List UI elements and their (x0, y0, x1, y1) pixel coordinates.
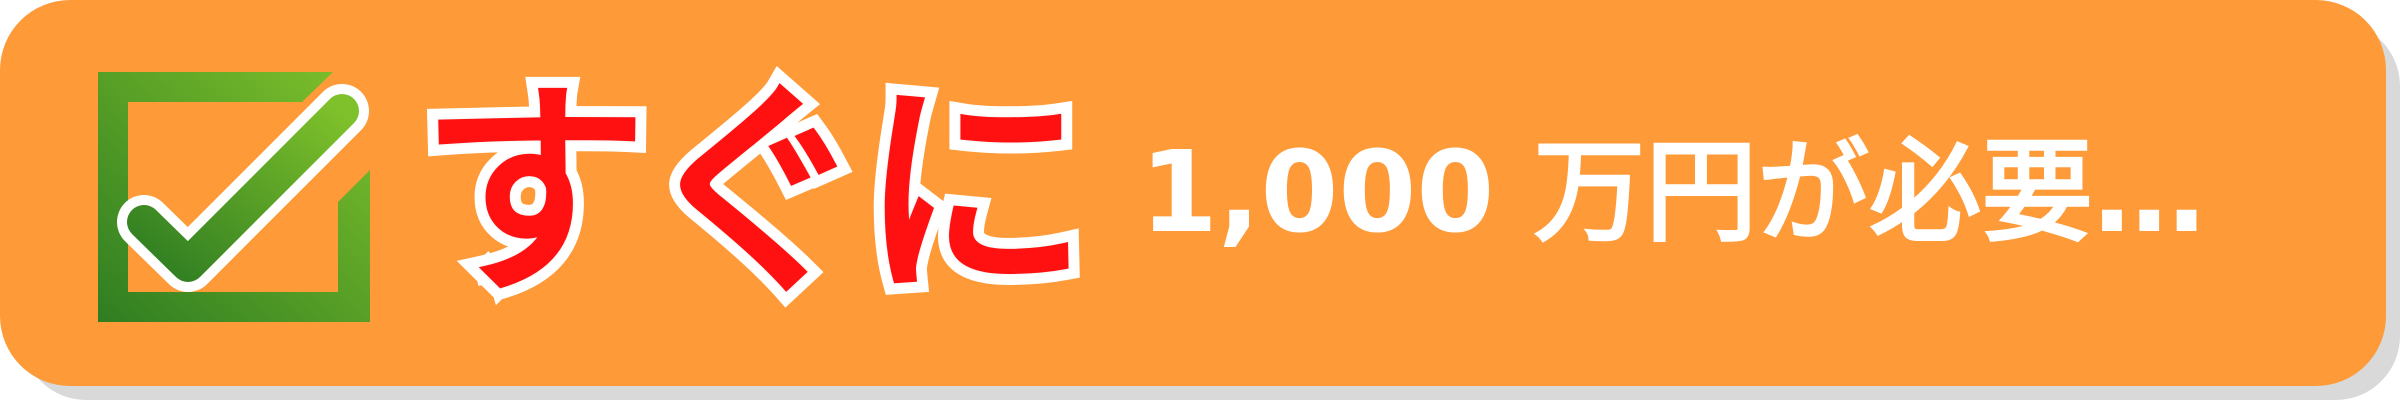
main-text: 1,000 万円が必要… (1140, 128, 2206, 258)
banner: すぐに 1,000 万円が必要… (0, 0, 2386, 386)
lead-text: すぐに (409, 60, 1099, 326)
headline: すぐに 1,000 万円が必要… (409, 58, 2206, 328)
checkmark-icon (98, 72, 370, 322)
